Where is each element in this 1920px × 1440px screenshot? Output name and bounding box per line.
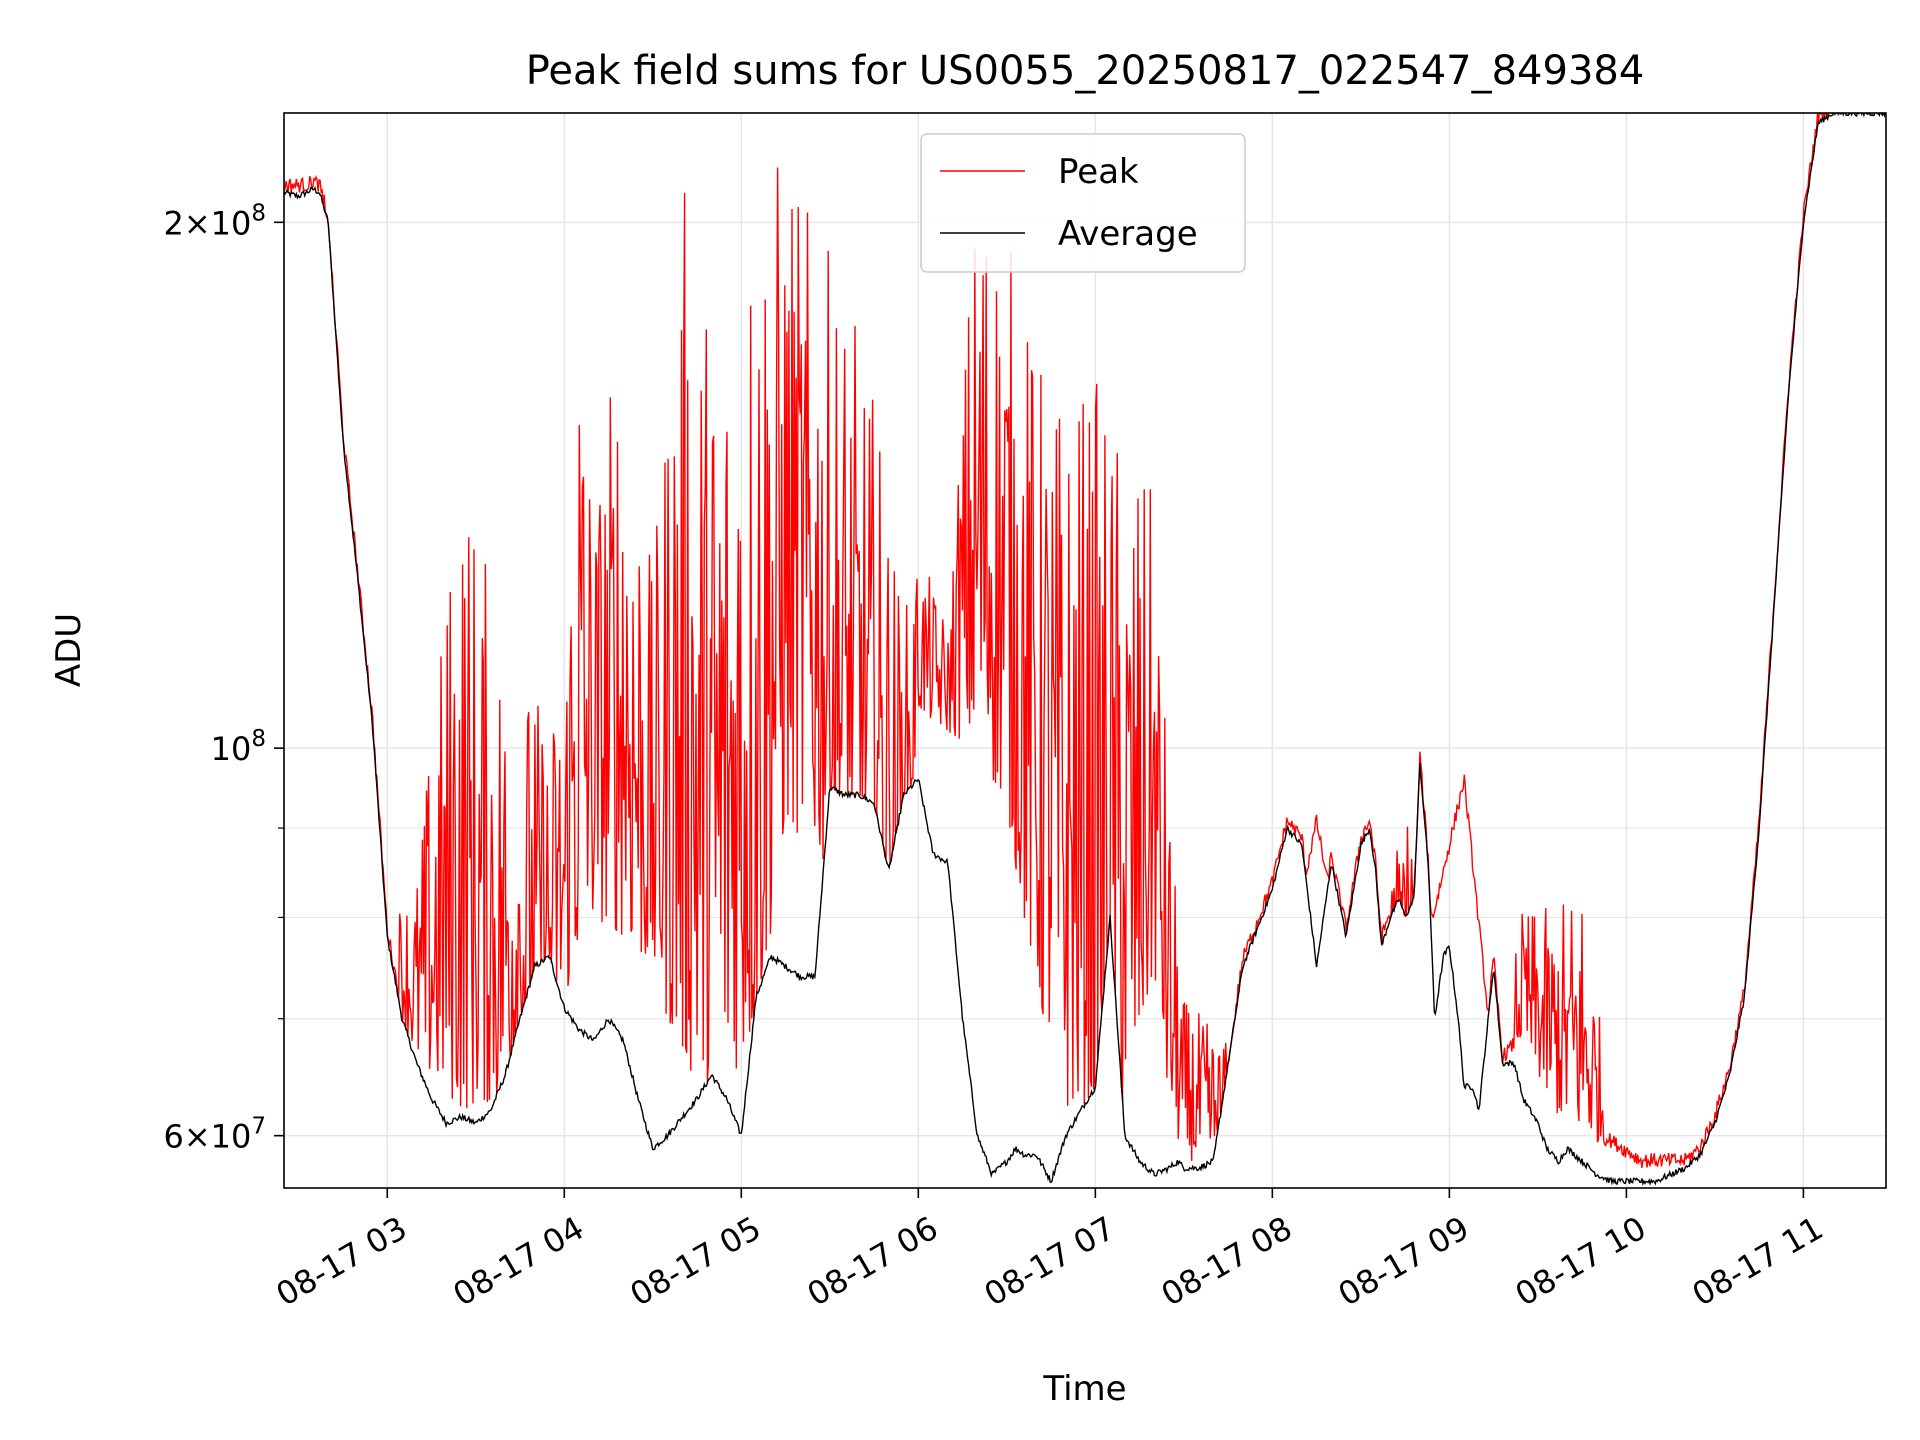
y-tick-exponent: 7 [251,1114,266,1140]
x-axis-label: Time [1042,1369,1126,1409]
y-tick-times: × [184,204,211,242]
legend-label-average: Average [1058,214,1198,254]
y-tick-exponent: 8 [251,200,266,226]
legend-box [920,133,1246,273]
y-tick-label: 2×108 [163,200,266,242]
y-tick-label: 108 [211,726,266,768]
chart-title: Peak field sums for US0055_20250817_0225… [526,48,1645,94]
y-tick-mantissa: 6 [163,1118,183,1156]
legend-label-peak: Peak [1058,152,1139,192]
y-tick-label: 6×107 [163,1114,266,1156]
y-tick-base: 10 [211,1118,252,1156]
plot-frame [283,112,1887,1189]
y-tick-times: × [184,1118,211,1156]
plot-area [284,113,1886,1187]
y-tick-mantissa: 2 [163,204,183,242]
legend: Peak Average [920,133,1246,273]
grid [284,113,1886,1188]
y-tick-exponent: 8 [251,726,266,752]
series-line-average [284,113,1886,1187]
y-tick-base: 10 [211,730,252,768]
y-axis-label: ADU [49,613,89,687]
series-line-peak [284,113,1852,1168]
y-tick-base: 10 [211,204,252,242]
